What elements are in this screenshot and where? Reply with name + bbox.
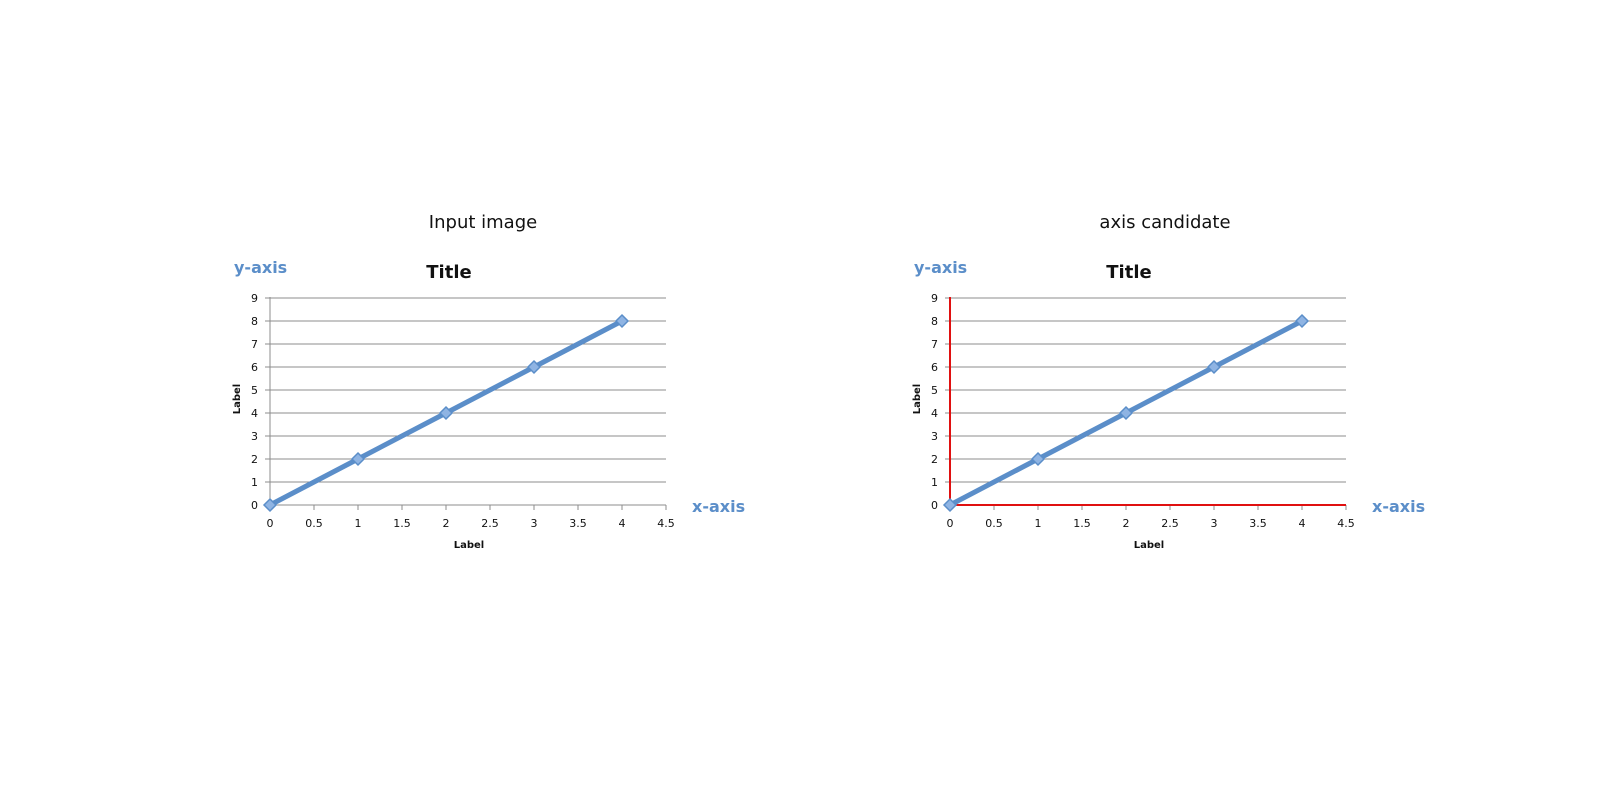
y-tick-label: 9	[251, 292, 258, 305]
y-tick-label: 2	[931, 453, 938, 466]
y-tick-label: 1	[251, 476, 258, 489]
y-axis-tag: y-axis	[914, 258, 967, 277]
y-tick-label: 0	[931, 499, 938, 512]
x-tick-label: 0	[267, 517, 274, 530]
x-tick-label: 4	[1299, 517, 1306, 530]
y-tick-label: 5	[931, 384, 938, 397]
panel-caption: Input image	[428, 212, 538, 233]
x-tick-label: 4	[619, 517, 626, 530]
y-tick-label: 5	[251, 384, 258, 397]
y-tick-label: 7	[931, 338, 938, 351]
x-axis-label: Label	[454, 540, 485, 551]
y-tick-label: 9	[931, 292, 938, 305]
data-point	[1118, 405, 1134, 421]
data-point	[614, 313, 630, 329]
axis-candidate-panel: axis candidate 0 1 2 3 4 5 6 7 8 9 0 0.5 1 1.5 2 2.5 3 3.…	[680, 0, 1480, 800]
x-tick-label: 1.5	[1073, 517, 1091, 530]
y-tick-label: 7	[251, 338, 258, 351]
x-tick-label: 2	[1123, 517, 1130, 530]
y-axis-label: Label	[232, 384, 243, 415]
data-point	[942, 497, 958, 513]
y-axis-tag: y-axis	[234, 258, 287, 277]
x-tick-label: 1.5	[393, 517, 411, 530]
y-tick-label: 8	[931, 315, 938, 328]
data-point	[526, 359, 542, 375]
x-axis-tag: x-axis	[692, 497, 745, 516]
data-point	[1030, 451, 1046, 467]
axis-candidate-chart: 0 1 2 3 4 5 6 7 8 9 0 0.5 1 1.5 2 2.5 3 3.5 4 4.5 Title Label…	[912, 258, 1425, 551]
y-tick-label: 3	[931, 430, 938, 443]
y-tick-label: 0	[251, 499, 258, 512]
chart-title: Title	[1106, 262, 1151, 283]
x-tick-label: 2.5	[1161, 517, 1179, 530]
x-tick-label: 0	[947, 517, 954, 530]
x-axis-tag: x-axis	[1372, 497, 1425, 516]
x-tick-label: 3	[1211, 517, 1218, 530]
x-tick-label: 0.5	[305, 517, 323, 530]
x-tick-label: 4.5	[1337, 517, 1355, 530]
x-tick-label: 0.5	[985, 517, 1003, 530]
data-point	[1294, 313, 1310, 329]
y-tick-label: 2	[251, 453, 258, 466]
y-tick-label: 6	[931, 361, 938, 374]
x-tick-label: 3.5	[1249, 517, 1267, 530]
x-tick-label: 3.5	[569, 517, 587, 530]
data-point	[262, 497, 278, 513]
y-tick-label: 3	[251, 430, 258, 443]
y-tick-label: 1	[931, 476, 938, 489]
input-image-panel: Input image 0 1 2 3 4 5 6 7 8 9 0 0.5 1 1.5 2 2.5 3 3.5 4 4…	[232, 212, 745, 551]
x-tick-label: 1	[355, 517, 362, 530]
x-axis-label: Label	[1134, 540, 1165, 551]
data-point	[1206, 359, 1222, 375]
x-tick-label: 3	[531, 517, 538, 530]
y-tick-label: 4	[931, 407, 938, 420]
data-point	[438, 405, 454, 421]
x-tick-label: 1	[1035, 517, 1042, 530]
y-tick-label: 4	[251, 407, 258, 420]
data-point	[350, 451, 366, 467]
x-tick-label: 4.5	[657, 517, 675, 530]
panel-caption: axis candidate	[1099, 212, 1231, 233]
x-tick-label: 2	[443, 517, 450, 530]
y-tick-label: 6	[251, 361, 258, 374]
x-tick-label: 2.5	[481, 517, 499, 530]
y-axis-label: Label	[912, 384, 923, 415]
input-chart: 0 1 2 3 4 5 6 7 8 9 0 0.5 1 1.5 2 2.5 3 3.5 4 4.5 Title Label…	[232, 258, 745, 551]
y-tick-label: 8	[251, 315, 258, 328]
chart-title: Title	[426, 262, 471, 283]
